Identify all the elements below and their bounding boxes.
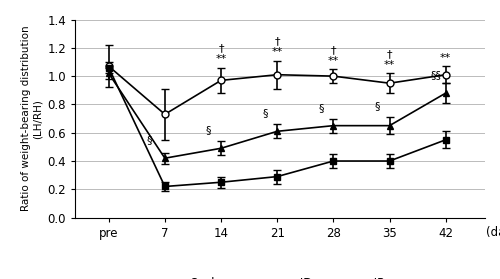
Text: †: † xyxy=(387,49,392,59)
Text: §§: §§ xyxy=(430,70,441,80)
Text: †: † xyxy=(274,37,280,46)
Text: §: § xyxy=(318,103,324,113)
Text: (days): (days) xyxy=(486,226,500,239)
Text: †: † xyxy=(330,45,336,55)
Text: **: ** xyxy=(384,60,395,70)
Text: **: ** xyxy=(216,54,226,64)
Y-axis label: Ratio of weight-bearing distribution
(LH/RH): Ratio of weight-bearing distribution (LH… xyxy=(22,26,43,211)
Text: §: § xyxy=(374,102,380,112)
Text: †: † xyxy=(218,44,224,54)
Text: §: § xyxy=(262,109,268,119)
Text: §: § xyxy=(146,136,152,145)
Text: **: ** xyxy=(328,56,339,66)
Text: §: § xyxy=(206,126,212,136)
Text: **: ** xyxy=(440,53,452,63)
Legend: –O–sham, –■–JD, –▲–JR: –O–sham, –■–JD, –▲–JR xyxy=(154,273,390,279)
Text: **: ** xyxy=(272,47,283,57)
